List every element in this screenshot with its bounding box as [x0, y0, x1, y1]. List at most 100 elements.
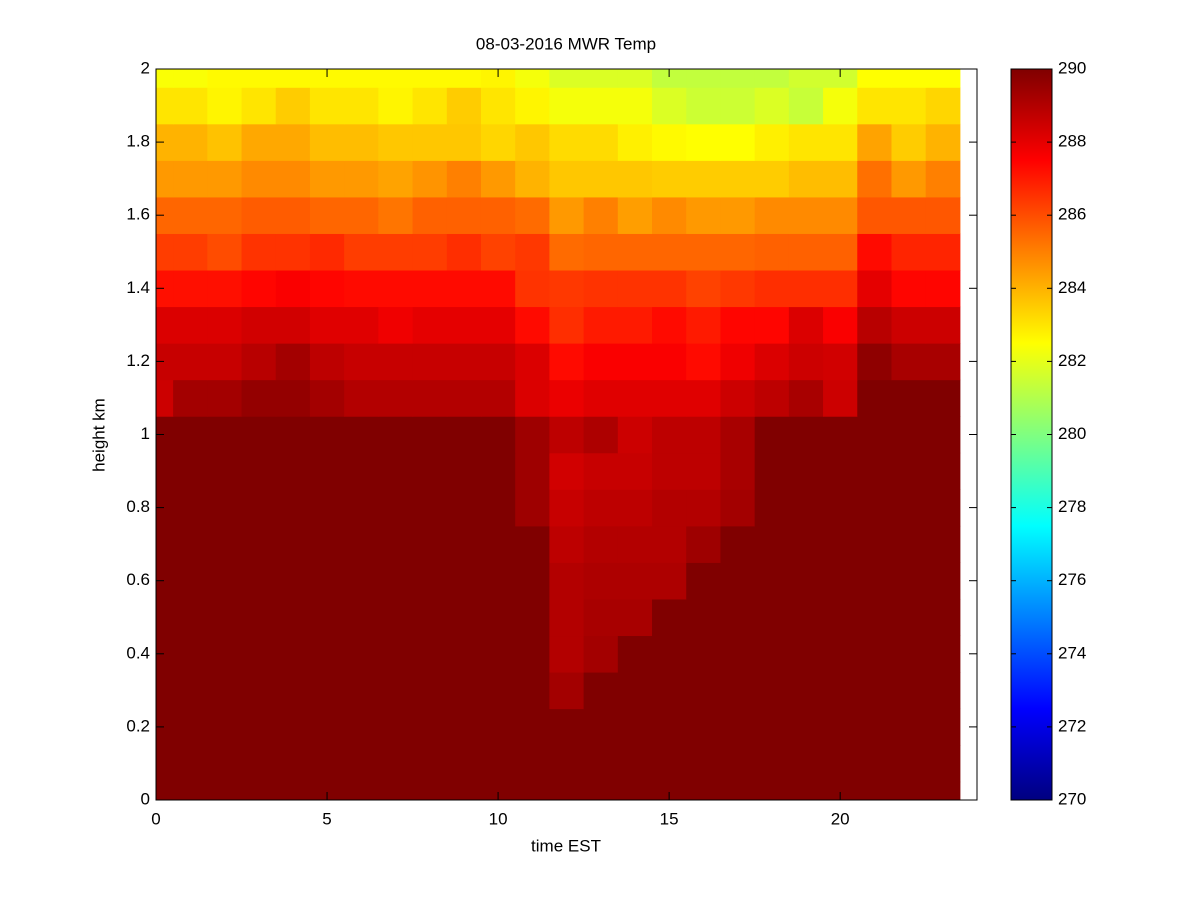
heat-cell [515, 708, 550, 746]
heat-cell [925, 87, 961, 125]
heat-cell [515, 781, 550, 801]
heat-cell [412, 635, 448, 673]
heat-cell [549, 87, 585, 125]
heat-cell [156, 452, 174, 490]
heat-cell [891, 306, 927, 344]
heat-cell [378, 452, 414, 490]
heat-cell [652, 196, 687, 234]
heat-cell [583, 489, 619, 527]
heat-cell [156, 160, 174, 198]
heat-cell [480, 745, 516, 783]
heat-cell [378, 781, 414, 801]
heat-cell [309, 452, 345, 490]
heat-cell [480, 416, 516, 454]
heat-cell [480, 87, 516, 125]
heat-cell [275, 233, 311, 271]
heat-cell [241, 781, 277, 801]
heat-cell [378, 562, 414, 600]
heat-cell [412, 489, 448, 527]
y-tick-label: 0.4 [126, 643, 150, 662]
heat-cell [446, 196, 482, 234]
heat-cell [446, 306, 482, 344]
heat-cell [617, 598, 653, 637]
heat-cell [823, 416, 858, 454]
heat-cell [549, 343, 585, 381]
heat-cell [549, 525, 585, 563]
heat-cell [344, 306, 379, 344]
heat-cell [686, 69, 721, 88]
heat-cell [207, 343, 243, 381]
heat-cell [857, 708, 892, 746]
heat-cell [378, 87, 414, 125]
heat-cell [446, 452, 482, 490]
heat-cell [344, 160, 379, 198]
heat-cell [617, 270, 653, 308]
heat-cell [925, 708, 961, 746]
heat-cell [344, 745, 379, 783]
heat-cell [583, 87, 619, 125]
heat-cell [754, 306, 790, 344]
heat-cell [515, 379, 550, 417]
heat-cell [241, 343, 277, 381]
heat-cell [207, 233, 243, 271]
heat-cell [823, 525, 858, 563]
heat-cell [344, 525, 379, 563]
heat-cell [686, 270, 721, 308]
heat-cell [617, 123, 653, 161]
y-tick-label: 1.4 [126, 278, 150, 297]
heat-cell [720, 416, 756, 454]
heat-cell [156, 781, 174, 801]
heat-cell [857, 489, 892, 527]
heat-cell [344, 452, 379, 490]
heat-cell [857, 672, 892, 710]
colorbar-tick-label: 274 [1058, 643, 1086, 662]
heat-cell [309, 233, 345, 271]
heat-cell [173, 489, 208, 527]
heat-cell [173, 69, 208, 88]
heat-cell [515, 525, 550, 563]
heat-cell [720, 306, 756, 344]
heat-cell [754, 745, 790, 783]
y-tick-label: 1.2 [126, 351, 150, 370]
heat-cell [515, 160, 550, 198]
heat-cell [686, 672, 721, 710]
heat-cell [207, 598, 243, 637]
heat-cell [891, 708, 927, 746]
heat-cell [617, 452, 653, 490]
heat-cell [480, 781, 516, 801]
y-tick-label: 0.6 [126, 570, 150, 589]
heat-cell [754, 343, 790, 381]
heat-cell [788, 452, 824, 490]
heat-cell [617, 379, 653, 417]
heat-cell [652, 69, 687, 88]
heat-cell [754, 69, 790, 88]
colorbar-tick-label: 276 [1058, 570, 1086, 589]
heat-cell [754, 672, 790, 710]
heat-cell [515, 745, 550, 783]
heat-cell [173, 781, 208, 801]
heat-cell [156, 598, 174, 637]
heat-cell [754, 233, 790, 271]
heat-cell [652, 379, 687, 417]
heat-cell [173, 562, 208, 600]
heat-cell [549, 489, 585, 527]
heat-cell [720, 233, 756, 271]
heat-cell [617, 525, 653, 563]
heat-cell [617, 306, 653, 344]
heat-cell [720, 196, 756, 234]
heat-cell [891, 562, 927, 600]
heat-cell [925, 306, 961, 344]
heat-cell [156, 489, 174, 527]
heat-cell [891, 379, 927, 417]
heat-cell [925, 123, 961, 161]
x-axis-label: time EST [531, 836, 601, 855]
heat-cell [652, 598, 687, 637]
heat-cell [207, 745, 243, 783]
heat-cell [344, 123, 379, 161]
heat-cell [823, 123, 858, 161]
heat-cell [549, 160, 585, 198]
heat-cell [583, 525, 619, 563]
x-tick-label: 5 [322, 809, 331, 828]
heat-cell [617, 343, 653, 381]
heat-cell [652, 233, 687, 271]
